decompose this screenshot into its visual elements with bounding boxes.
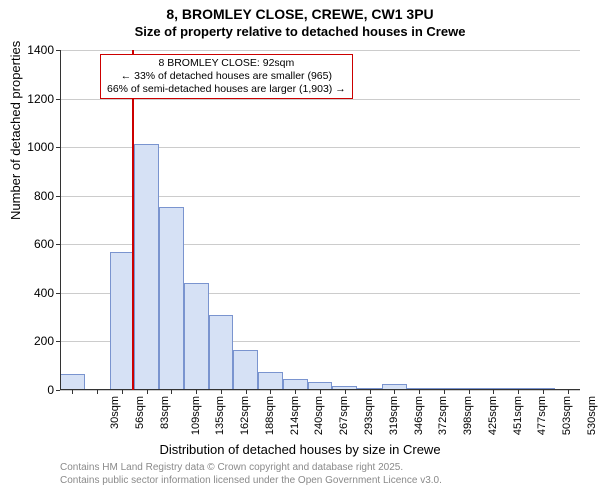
xtick-label: 477sqm bbox=[536, 396, 548, 435]
xtick-label: 83sqm bbox=[159, 396, 171, 429]
xtick-label: 372sqm bbox=[437, 396, 449, 435]
xtick-label: 398sqm bbox=[462, 396, 474, 435]
ytick-label: 0 bbox=[47, 383, 60, 397]
xtick-label: 56sqm bbox=[134, 396, 146, 429]
xtick-label: 425sqm bbox=[487, 396, 499, 435]
xtick-label: 451sqm bbox=[512, 396, 524, 435]
xtick-mark bbox=[568, 390, 569, 394]
chart-title-line1: 8, BROMLEY CLOSE, CREWE, CW1 3PU bbox=[0, 6, 600, 22]
bar bbox=[233, 350, 258, 390]
xtick-mark bbox=[246, 390, 247, 394]
bar bbox=[184, 283, 209, 390]
xtick-label: 319sqm bbox=[388, 396, 400, 435]
callout-line1: 8 BROMLEY CLOSE: 92sqm bbox=[107, 57, 346, 70]
xtick-mark bbox=[295, 390, 296, 394]
chart-title-line2: Size of property relative to detached ho… bbox=[0, 24, 600, 39]
ytick-label: 1200 bbox=[27, 92, 60, 106]
xtick-mark bbox=[394, 390, 395, 394]
footer-line2: Contains public sector information licen… bbox=[60, 475, 442, 487]
bar bbox=[159, 207, 184, 390]
xtick-label: 30sqm bbox=[109, 396, 121, 429]
xtick-label: 503sqm bbox=[561, 396, 573, 435]
bar bbox=[60, 374, 85, 390]
xtick-mark bbox=[196, 390, 197, 394]
xtick-mark bbox=[320, 390, 321, 394]
xtick-mark bbox=[493, 390, 494, 394]
xtick-mark bbox=[147, 390, 148, 394]
xtick-mark bbox=[122, 390, 123, 394]
plot-area: 0200400600800100012001400 30sqm56sqm83sq… bbox=[60, 50, 580, 390]
bar bbox=[110, 252, 135, 390]
property-callout: 8 BROMLEY CLOSE: 92sqm ← 33% of detached… bbox=[100, 54, 353, 99]
xtick-mark bbox=[543, 390, 544, 394]
ytick-label: 800 bbox=[34, 189, 60, 203]
xtick-mark bbox=[469, 390, 470, 394]
xtick-mark bbox=[221, 390, 222, 394]
bar bbox=[134, 144, 159, 391]
ytick-label: 200 bbox=[34, 334, 60, 348]
property-marker-line bbox=[132, 50, 134, 390]
histogram-chart: 8, BROMLEY CLOSE, CREWE, CW1 3PU Size of… bbox=[0, 0, 600, 500]
xtick-mark bbox=[518, 390, 519, 394]
footer-line1: Contains HM Land Registry data © Crown c… bbox=[60, 462, 403, 474]
xtick-mark bbox=[345, 390, 346, 394]
y-axis-label: Number of detached properties bbox=[8, 41, 23, 220]
xtick-label: 530sqm bbox=[586, 396, 598, 435]
xtick-mark bbox=[444, 390, 445, 394]
xtick-mark bbox=[72, 390, 73, 394]
callout-line3: 66% of semi-detached houses are larger (… bbox=[107, 83, 346, 96]
callout-line2: ← 33% of detached houses are smaller (96… bbox=[107, 70, 346, 83]
bars-group bbox=[60, 50, 580, 390]
xtick-label: 188sqm bbox=[264, 396, 276, 435]
xtick-label: 135sqm bbox=[215, 396, 227, 435]
bar bbox=[258, 372, 283, 390]
xtick-label: 214sqm bbox=[289, 396, 301, 435]
xtick-mark bbox=[270, 390, 271, 394]
ytick-label: 600 bbox=[34, 237, 60, 251]
xtick-mark bbox=[370, 390, 371, 394]
xtick-label: 267sqm bbox=[338, 396, 350, 435]
ytick-label: 400 bbox=[34, 286, 60, 300]
ytick-label: 1400 bbox=[27, 43, 60, 57]
xtick-label: 109sqm bbox=[190, 396, 202, 435]
xtick-label: 162sqm bbox=[239, 396, 251, 435]
xtick-label: 293sqm bbox=[363, 396, 375, 435]
xtick-mark bbox=[419, 390, 420, 394]
xtick-label: 240sqm bbox=[314, 396, 326, 435]
xtick-mark bbox=[97, 390, 98, 394]
xtick-label: 346sqm bbox=[413, 396, 425, 435]
xtick-mark bbox=[171, 390, 172, 394]
ytick-label: 1000 bbox=[27, 140, 60, 154]
bar bbox=[209, 315, 234, 390]
y-axis-line bbox=[60, 50, 61, 390]
x-axis-label: Distribution of detached houses by size … bbox=[0, 442, 600, 457]
